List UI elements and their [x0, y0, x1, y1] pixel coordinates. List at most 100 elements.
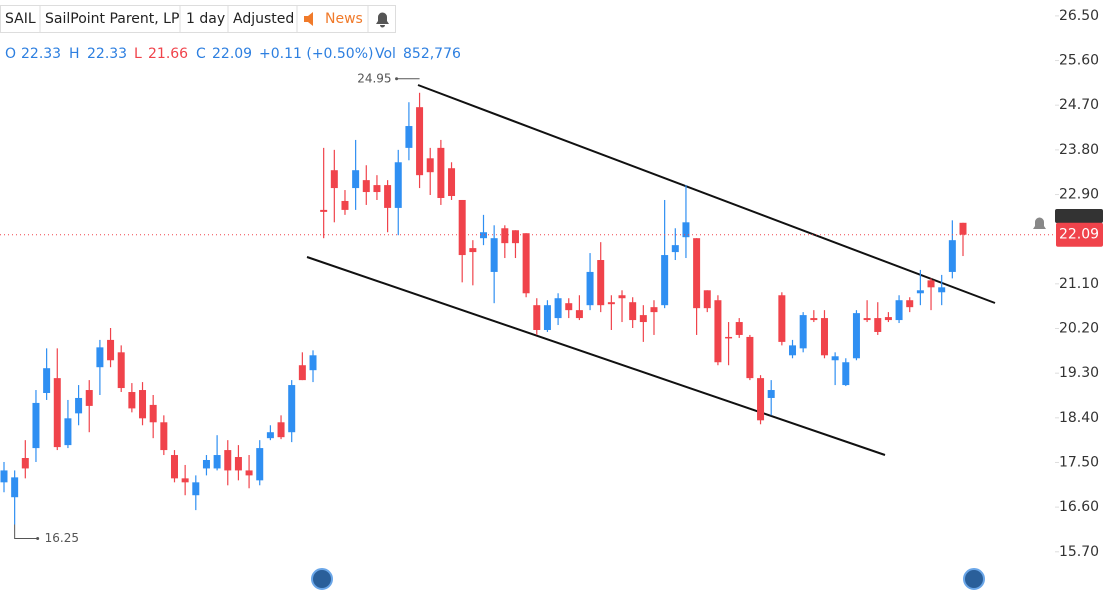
candle-body: [394, 162, 402, 208]
candle-body: [298, 365, 306, 381]
candle-body: [139, 390, 147, 419]
candle-body: [53, 378, 61, 448]
candle-body: [309, 355, 317, 371]
candle-body: [448, 168, 456, 197]
candle-body: [480, 232, 487, 239]
candle-body: [416, 107, 424, 176]
candle-body: [693, 238, 701, 309]
candle-body: [938, 287, 946, 293]
candle-body: [906, 300, 914, 308]
candle-body: [543, 305, 551, 330]
open-label: O: [5, 46, 16, 62]
candle-body: [767, 390, 775, 398]
candle-body: [948, 240, 956, 272]
candle-body: [703, 290, 711, 309]
candle-body: [256, 448, 264, 481]
y-tick-label: 18.40: [1059, 410, 1099, 426]
candle-body: [895, 300, 903, 321]
trend-line[interactable]: [306, 256, 886, 456]
candle-body: [128, 392, 136, 409]
y-tick-label: 22.90: [1059, 187, 1099, 203]
candle-body: [170, 455, 178, 479]
ohlc-legend: O 22.33 H 22.33 L 21.66 C 22.09 +0.11 (+…: [5, 46, 461, 62]
y-tick-label: 24.70: [1059, 97, 1099, 113]
candle-body: [522, 233, 530, 294]
candle-body: [192, 482, 200, 496]
symbol[interactable]: SAIL: [5, 11, 36, 27]
adjustment[interactable]: Adjusted: [233, 11, 294, 27]
trend-line[interactable]: [417, 84, 996, 304]
candle-body: [682, 222, 690, 238]
candle-body: [341, 200, 349, 210]
high-dot: [395, 77, 399, 81]
candle-body: [234, 457, 242, 471]
candle-body: [277, 422, 285, 438]
y-tick-label: 17.50: [1059, 454, 1099, 470]
candle-body: [21, 458, 29, 469]
candle-body: [757, 378, 765, 421]
candle-body: [64, 418, 72, 446]
alert-icon[interactable]: [376, 12, 389, 28]
low-leader: [14, 524, 38, 540]
candle-body: [213, 455, 221, 469]
candle-body: [373, 185, 381, 193]
candle-body: [469, 248, 477, 253]
candle-body: [11, 477, 19, 498]
last-price-label: 22.09: [1059, 227, 1099, 243]
axis-marker: [1055, 209, 1103, 223]
candle-body: [842, 362, 850, 386]
candle-body: [852, 313, 860, 359]
price-alert-icon[interactable]: [1033, 217, 1046, 230]
candle-body: [671, 245, 679, 253]
low-value: 21.66: [148, 46, 188, 62]
candle-body: [799, 315, 807, 349]
candle-body: [884, 317, 892, 321]
y-tick-label: 26.50: [1059, 8, 1099, 24]
candle-body: [554, 298, 562, 319]
candle-body: [778, 295, 786, 342]
candle-body: [511, 230, 519, 244]
candle-body: [661, 255, 669, 306]
candle-body: [202, 459, 210, 469]
y-tick-label: 25.60: [1059, 53, 1099, 69]
candle-body: [0, 470, 8, 483]
event-marker[interactable]: [311, 568, 333, 590]
low-annotation: 16.25: [45, 531, 79, 545]
candle-body: [437, 147, 445, 198]
candle-body: [735, 322, 743, 335]
high-label: H: [69, 46, 80, 62]
candle-body: [426, 158, 434, 173]
candle-body: [810, 318, 818, 321]
news-button[interactable]: News: [325, 11, 363, 27]
candle-body: [831, 356, 839, 361]
y-tick-label: 16.60: [1059, 499, 1099, 515]
event-marker[interactable]: [963, 568, 985, 590]
volume-label: Vol: [375, 46, 396, 62]
news-icon: [304, 12, 313, 26]
candle-body: [490, 238, 498, 272]
candle-body: [362, 180, 370, 193]
candle-body: [458, 199, 466, 256]
candle-body: [160, 422, 168, 451]
candle-body: [501, 228, 509, 244]
candle-body: [607, 302, 615, 305]
candle-body: [916, 290, 924, 294]
y-tick-label: 21.10: [1059, 276, 1099, 292]
candle-body: [224, 450, 232, 471]
candle-body: [927, 280, 935, 288]
candle-body: [714, 300, 722, 363]
toolbar-frame: [0, 5, 396, 33]
high-annotation: 24.95: [357, 71, 391, 85]
candle-body: [75, 397, 83, 414]
candle-body: [618, 295, 626, 299]
volume-value: 852,776: [403, 46, 461, 62]
low-dot: [36, 537, 40, 541]
candle-body: [650, 307, 658, 313]
candle-body: [959, 222, 967, 235]
candle-body: [639, 315, 647, 323]
interval[interactable]: 1 day: [186, 11, 225, 27]
y-tick-label: 20.20: [1059, 320, 1099, 336]
y-tick-label: 19.30: [1059, 365, 1099, 381]
open-value: 22.33: [21, 46, 61, 62]
company-name[interactable]: SailPoint Parent, LP: [45, 11, 179, 27]
